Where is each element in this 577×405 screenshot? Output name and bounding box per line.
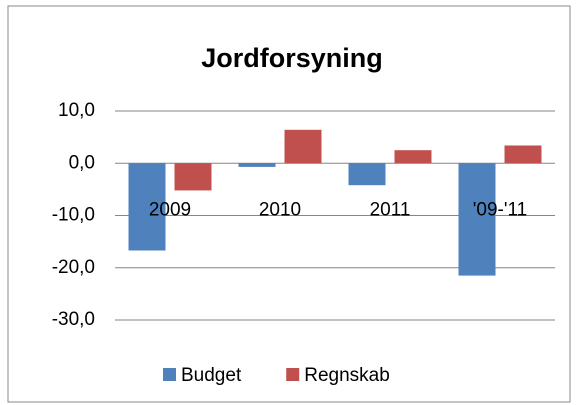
bar — [174, 163, 212, 191]
x-tick-label: 2010 — [259, 199, 301, 220]
bar — [504, 145, 542, 164]
x-tick-label: 2011 — [370, 199, 411, 220]
x-tick-label: 2009 — [149, 199, 191, 220]
bar — [394, 150, 432, 164]
y-tick-label: -20,0 — [52, 257, 95, 278]
legend-swatch — [163, 368, 176, 381]
legend-label: Regnskab — [304, 365, 390, 386]
bar — [128, 163, 166, 251]
legend-label: Budget — [181, 365, 242, 386]
y-tick-label: 0,0 — [69, 152, 95, 173]
legend-swatch — [286, 368, 300, 381]
chart-title: Jordforsyning — [201, 43, 383, 73]
y-tick-label: 10,0 — [58, 100, 95, 121]
y-tick-label: -10,0 — [52, 205, 95, 226]
bar — [458, 163, 496, 276]
bar — [238, 163, 276, 167]
x-tick-label: '09-'11 — [473, 199, 527, 220]
bar — [348, 163, 386, 186]
bar — [284, 129, 322, 164]
y-tick-label: -30,0 — [52, 309, 95, 330]
